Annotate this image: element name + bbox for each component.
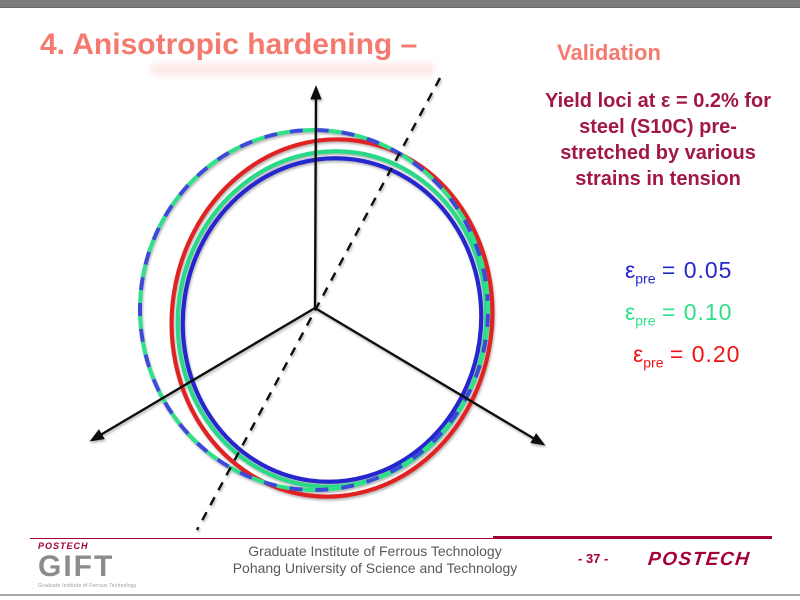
slide-subtitle: Validation <box>557 40 661 65</box>
epsilon-subscript: pre <box>643 354 664 371</box>
gift-logo-acronym: GIFT <box>38 550 115 583</box>
title-ghost-artifact <box>150 63 435 76</box>
gift-logo-caption: Graduate Institute of Ferrous Technology <box>38 583 137 589</box>
description-line: stretched by various <box>560 142 756 164</box>
diagonal-dashed-line <box>195 77 442 531</box>
left-axis <box>89 306 316 442</box>
top-gray-bar <box>0 0 800 8</box>
legend-value: = 0.20 <box>669 341 741 367</box>
legend: εpre = 0.05 εpre = 0.10 εpre = 0.20 <box>625 256 740 382</box>
description-block: Yield loci at ε = 0.2% for steel (S10C) … <box>520 88 796 192</box>
legend-item-green: εpre = 0.10 <box>625 298 740 329</box>
yield-locus-dashed-green <box>137 128 491 492</box>
epsilon-symbol: ε <box>625 257 636 283</box>
epsilon-subscript: pre <box>635 270 656 287</box>
bottom-gray-line <box>0 594 800 596</box>
vertical-axis <box>310 85 322 309</box>
footer-rule-thick <box>493 536 772 539</box>
slide-title: 4. Anisotropic hardening – <box>40 28 418 61</box>
gift-logo: POSTECH GIFT Graduate Institute of Ferro… <box>38 542 148 589</box>
description-line: Yield loci at ε = 0.2% for <box>544 90 772 112</box>
page-number: - 37 - <box>578 551 609 566</box>
legend-item-red: εpre = 0.20 <box>625 340 741 371</box>
epsilon-symbol: ε <box>625 299 636 325</box>
legend-item-blue: εpre = 0.05 <box>625 256 740 287</box>
right-axis <box>314 306 546 446</box>
institute-line2: Pohang University of Science and Technol… <box>232 559 518 576</box>
yield-locus-red-solid <box>169 137 495 499</box>
legend-value: = 0.10 <box>661 299 733 325</box>
postech-logo: POSTECH <box>646 549 752 570</box>
institute-text: Graduate Institute of Ferrous Technology… <box>225 543 525 576</box>
gift-logo-brand: POSTECH <box>38 541 89 551</box>
epsilon-subscript: pre <box>635 312 656 329</box>
description-line: strains in tension <box>575 168 741 190</box>
description-line: steel (S10C) pre- <box>579 116 737 138</box>
yield-locus-blue-solid <box>180 156 484 484</box>
institute-line1: Graduate Institute of Ferrous Technology <box>248 543 502 559</box>
legend-value: = 0.05 <box>661 257 733 283</box>
epsilon-symbol: ε <box>633 341 644 367</box>
footer-rule-thin <box>30 538 772 539</box>
